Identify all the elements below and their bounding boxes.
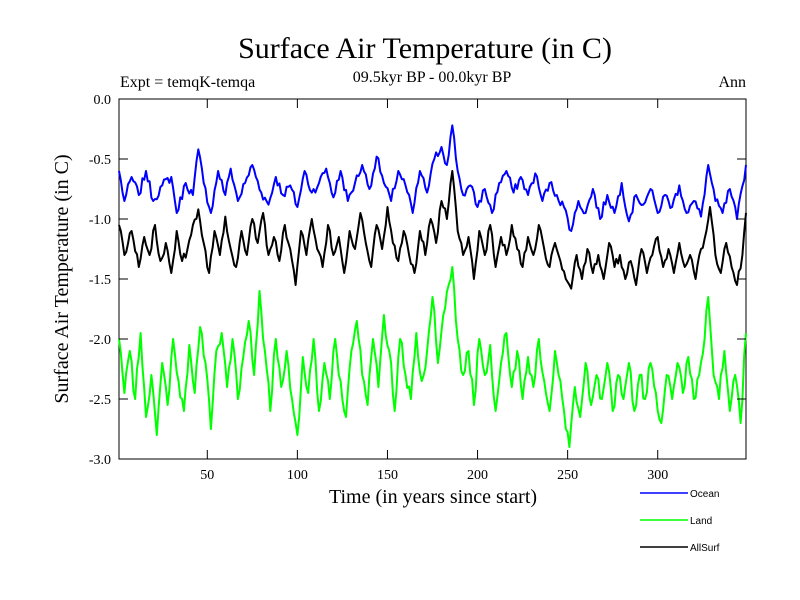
y-axis-label: Surface Air Temperature (in C) [51,154,73,403]
experiment-label: Expt = temqK-temqa [120,74,255,91]
y-tick-label: -0.5 [89,153,111,168]
x-tick-label: 150 [377,468,398,483]
x-tick-label: 300 [647,468,668,483]
y-tick-label: 0.0 [94,93,112,108]
y-tick-label: -3.0 [89,453,111,468]
legend-label-land: Land [690,516,712,527]
axis-ticks: 50 100 150 200 250 300 0.0 -0.5 -1.0 -1.5 -2.0 -2.5… [89,93,746,483]
y-tick-label: -2.5 [89,393,111,408]
y-tick-label: -2.0 [89,333,111,348]
series-line-allsurf [118,170,747,290]
legend-label-ocean: Ocean [690,489,719,500]
x-tick-label: 50 [200,468,214,483]
y-tick-label: -1.0 [89,213,111,228]
x-axis-label: Time (in years since start) [329,486,537,508]
x-tick-label: 200 [467,468,488,483]
x-tick-label: 100 [287,468,308,483]
season-label: Ann [718,74,746,91]
series-line-land [118,266,747,448]
series-line-ocean [118,124,747,232]
legend: Ocean Land AllSurf [640,489,720,554]
chart-subtitle: 09.5kyr BP - 00.0kyr BP [353,69,512,86]
x-tick-label: 250 [557,468,578,483]
y-tick-label: -1.5 [89,273,111,288]
chart-title: Surface Air Temperature (in C) [238,32,612,65]
series-group [118,124,747,448]
legend-label-allsurf: AllSurf [690,543,720,554]
